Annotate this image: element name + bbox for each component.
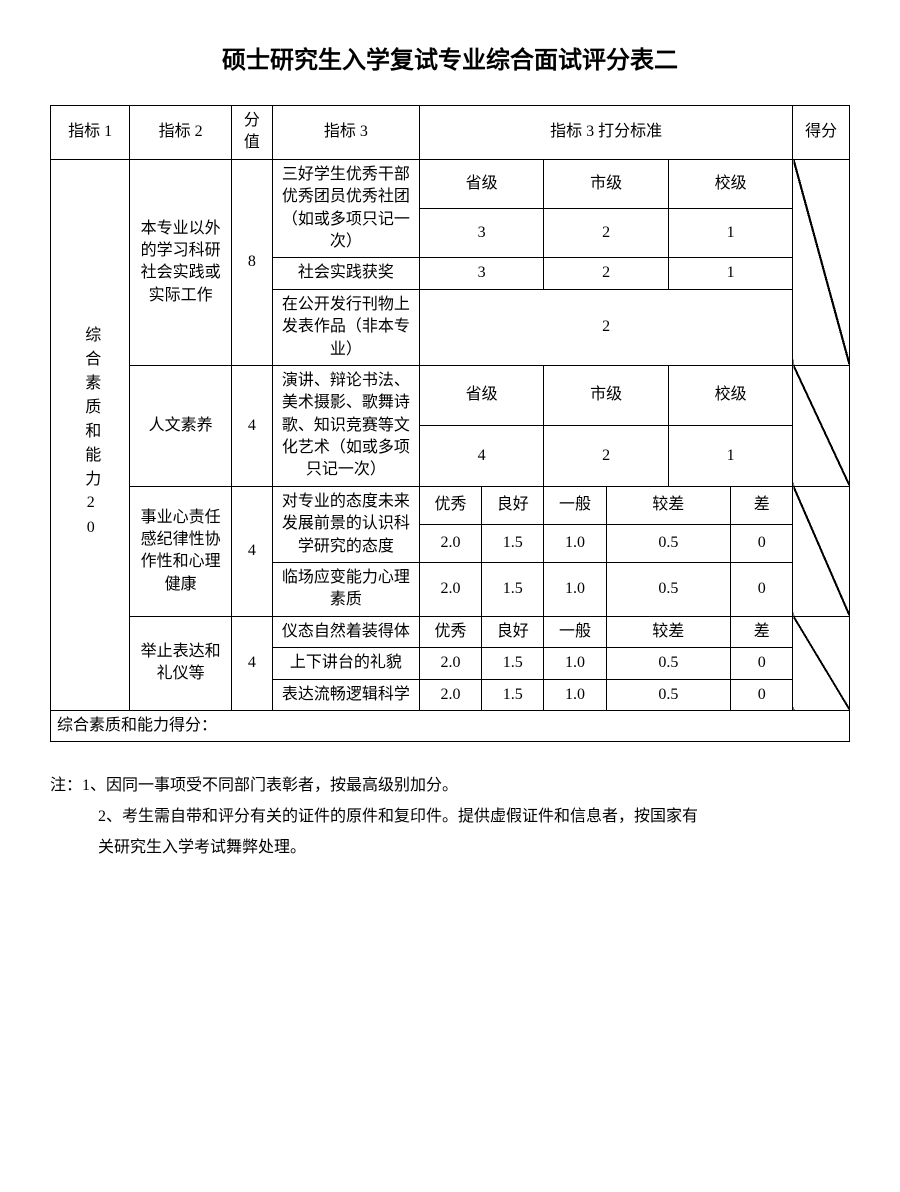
cell: 1.0 [544,524,606,562]
note-line: 关研究生入学考试舞弊处理。 [50,834,850,863]
cell: 2.0 [419,648,481,679]
cell: 1.0 [544,679,606,710]
cell: 市级 [544,365,668,425]
cell: 上下讲台的礼貌 [272,648,419,679]
cell: 良好 [482,616,544,647]
cell: 一般 [544,486,606,524]
cell: 优秀 [419,616,481,647]
indicator1-cell: 综合素质和能力20 [51,159,130,710]
score-cell [793,486,850,616]
score-cell [793,159,850,365]
cell: 较差 [606,486,730,524]
score-cell [793,616,850,710]
cell: 1.5 [482,679,544,710]
header-col4: 指标 3 [272,106,419,160]
footer-row: 综合素质和能力得分： [51,710,850,741]
section2-label: 人文素养 [130,365,232,486]
cell: 优秀 [419,486,481,524]
cell: 仪态自然着装得体 [272,616,419,647]
cell: 1.5 [482,563,544,617]
header-col1: 指标 1 [51,106,130,160]
cell: 1 [668,209,793,258]
header-col3: 分值 [232,106,273,160]
cell: 差 [731,486,793,524]
cell: 2.0 [419,524,481,562]
table-row: 事业心责任感纪律性协作性和心理健康 4 对专业的态度未来发展前景的认识科学研究的… [51,486,850,524]
cell: 1.5 [482,524,544,562]
table-row: 举止表达和礼仪等 4 仪态自然着装得体 优秀 良好 一般 较差 差 [51,616,850,647]
cell: 2.0 [419,679,481,710]
cell: 市级 [544,159,668,208]
section1-label: 本专业以外的学习科研社会实践或实际工作 [130,159,232,365]
cell: 1.0 [544,648,606,679]
cell: 0 [731,524,793,562]
cell: 较差 [606,616,730,647]
cell: 0.5 [606,563,730,617]
cell: 临场应变能力心理素质 [272,563,419,617]
header-row: 指标 1 指标 2 分值 指标 3 指标 3 打分标准 得分 [51,106,850,160]
section1-score: 8 [232,159,273,365]
cell: 0 [731,679,793,710]
section1-row1-label: 三好学生优秀干部优秀团员优秀社团（如或多项只记一次） [272,159,419,258]
section2-score: 4 [232,365,273,486]
table-row: 综合素质和能力20 本专业以外的学习科研社会实践或实际工作 8 三好学生优秀干部… [51,159,850,208]
section4-score: 4 [232,616,273,710]
table-row: 人文素养 4 演讲、辩论书法、美术摄影、歌舞诗歌、知识竞赛等文化艺术（如或多项只… [51,365,850,425]
cell: 0.5 [606,679,730,710]
cell: 0.5 [606,524,730,562]
cell: 差 [731,616,793,647]
cell: 演讲、辩论书法、美术摄影、歌舞诗歌、知识竞赛等文化艺术（如或多项只记一次） [272,365,419,486]
cell: 对专业的态度未来发展前景的认识科学研究的态度 [272,486,419,562]
cell: 0 [731,563,793,617]
cell: 1 [668,258,793,289]
header-col2: 指标 2 [130,106,232,160]
cell: 2 [419,289,792,365]
cell: 1.0 [544,563,606,617]
cell: 3 [419,258,543,289]
section4-label: 举止表达和礼仪等 [130,616,232,710]
cell: 省级 [419,365,543,425]
cell: 表达流畅逻辑科学 [272,679,419,710]
cell: 2 [544,426,668,486]
page-title: 硕士研究生入学复试专业综合面试评分表二 [50,40,850,75]
cell: 3 [419,209,543,258]
note-line: 注：1、因同一事项受不同部门表彰者，按最高级别加分。 [50,772,850,801]
cell: 良好 [482,486,544,524]
section3-label: 事业心责任感纪律性协作性和心理健康 [130,486,232,616]
header-col5: 指标 3 打分标准 [419,106,792,160]
cell: 在公开发行刊物上发表作品（非本专业） [272,289,419,365]
cell: 一般 [544,616,606,647]
cell: 社会实践获奖 [272,258,419,289]
cell: 2 [544,209,668,258]
cell: 0 [731,648,793,679]
note-line: 2、考生需自带和评分有关的证件的原件和复印件。提供虚假证件和信息者，按国家有 [50,803,850,832]
scoring-table: 指标 1 指标 2 分值 指标 3 指标 3 打分标准 得分 综合素质和能力20… [50,105,850,742]
cell: 1.5 [482,648,544,679]
cell: 省级 [419,159,543,208]
notes-section: 注：1、因同一事项受不同部门表彰者，按最高级别加分。 2、考生需自带和评分有关的… [50,772,850,862]
section3-score: 4 [232,486,273,616]
cell: 2.0 [419,563,481,617]
cell: 1 [668,426,793,486]
header-col6: 得分 [793,106,850,160]
cell: 校级 [668,365,793,425]
cell: 0.5 [606,648,730,679]
score-cell [793,365,850,486]
cell: 2 [544,258,668,289]
cell: 校级 [668,159,793,208]
footer-cell: 综合素质和能力得分： [51,710,850,741]
cell: 4 [419,426,543,486]
